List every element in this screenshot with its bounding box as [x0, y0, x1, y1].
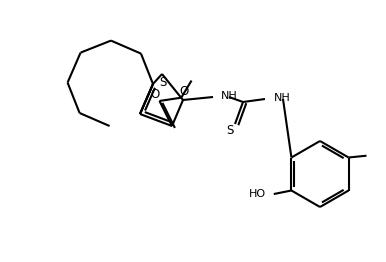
Text: HO: HO [249, 189, 266, 199]
Text: NH: NH [221, 91, 238, 101]
Text: NH: NH [274, 93, 291, 103]
Text: S: S [159, 75, 167, 89]
Text: O: O [151, 89, 160, 101]
Text: O: O [179, 85, 189, 98]
Text: S: S [226, 124, 234, 138]
